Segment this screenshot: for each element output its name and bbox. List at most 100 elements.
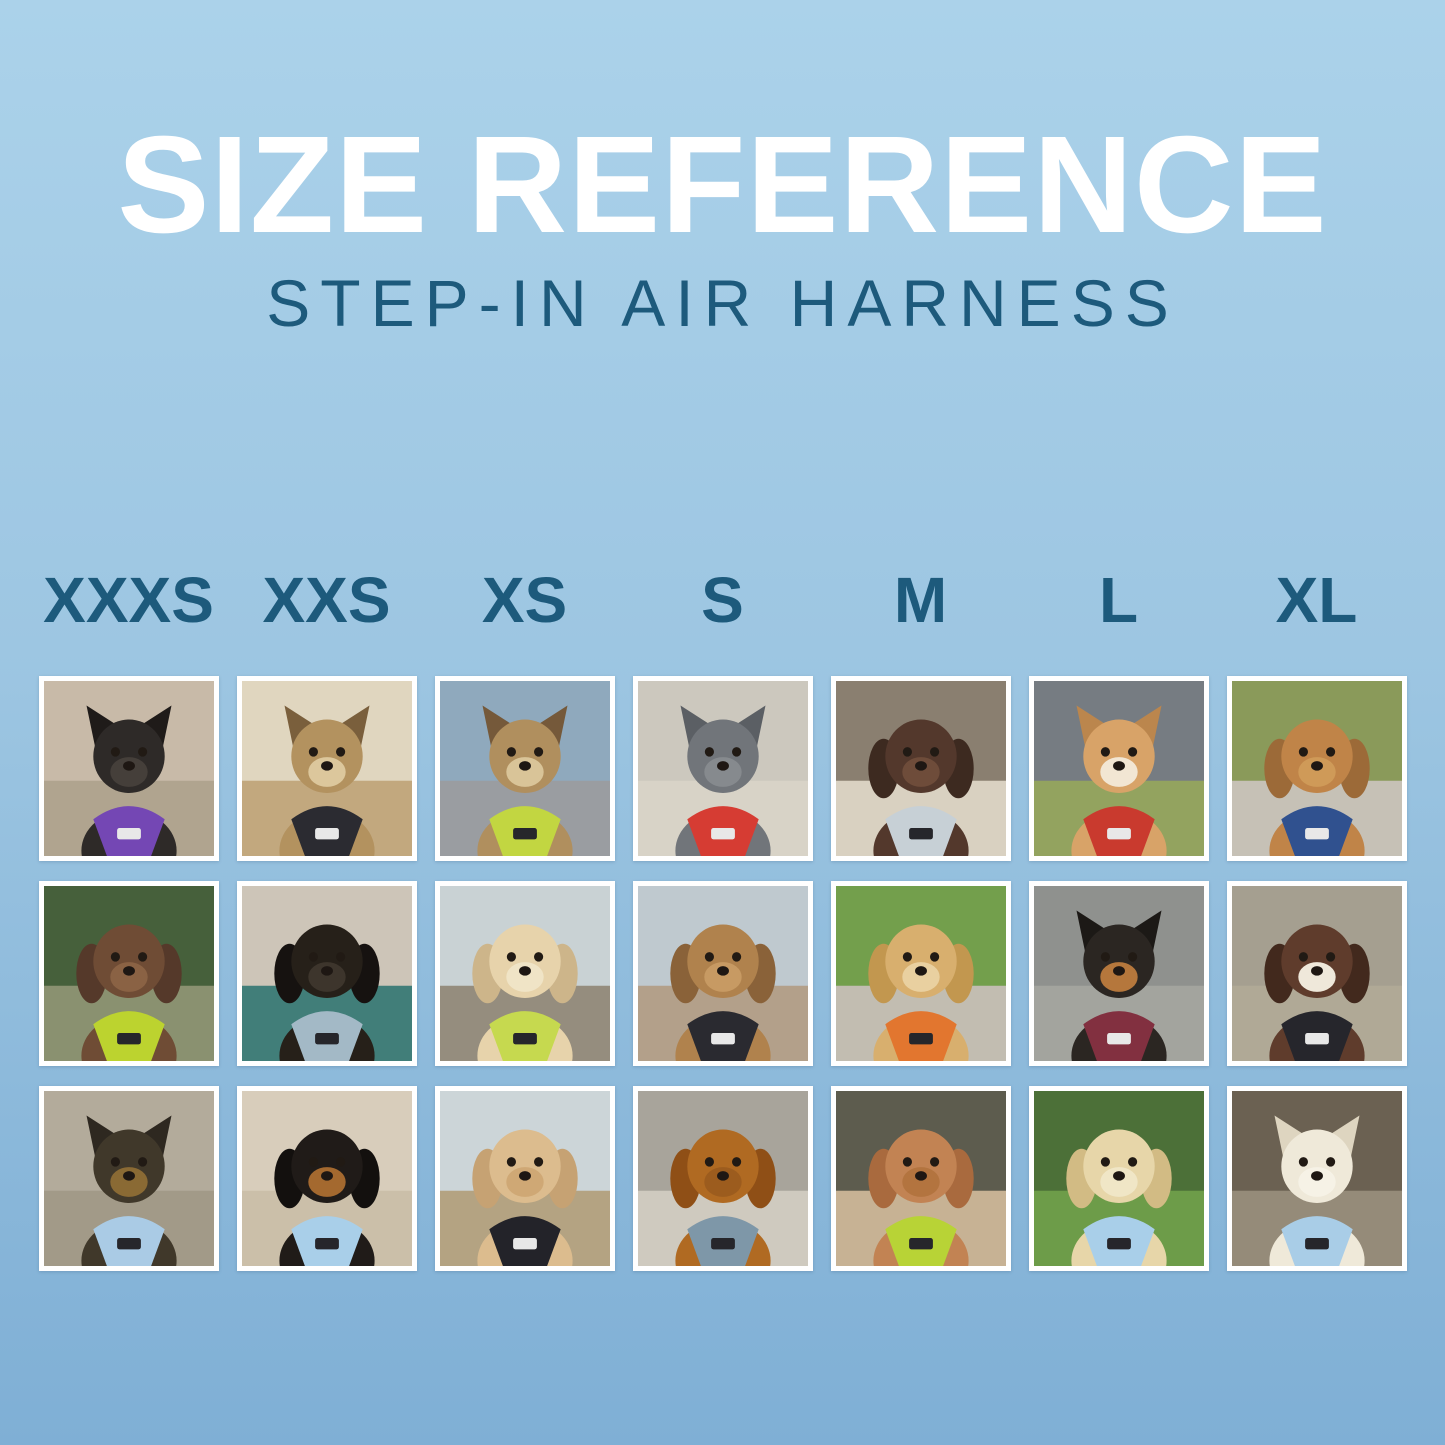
pet-eye [335,1157,345,1167]
pet-muzzle [109,1167,148,1197]
bengal-cat-photo [241,681,412,856]
pet-eye [110,952,120,962]
pet-muzzle [901,962,940,992]
pet-nose [320,966,333,976]
photo-s-row1-french-bulldog [632,676,813,861]
photo-xl-row2-australian-shepherd [1226,881,1407,1066]
pet-nose [122,761,135,771]
pet-muzzle [109,757,148,787]
pet-eye [929,1157,939,1167]
cream-dachshund-photo [439,886,610,1061]
black-kitten-photo [43,681,214,856]
pet-eye [704,747,714,757]
goldendoodle-photo [835,1091,1006,1266]
shepherd-mix-photo [1033,886,1204,1061]
photo-m-row2-golden-retriever-puppy [830,881,1011,1066]
harness-brand-tag [314,1033,339,1045]
size-reference-infographic: SIZE REFERENCE STEP-IN AIR HARNESS XXXS X… [38,266,1407,1271]
pet-muzzle [703,962,742,992]
pet-eye [110,747,120,757]
harness-brand-tag [1106,828,1131,840]
pet-nose [1310,966,1323,976]
pet-eye [533,1157,543,1167]
pet-eye [533,747,543,757]
pet-muzzle [505,962,544,992]
pet-nose [518,966,531,976]
golden-retriever-photo [1231,681,1402,856]
harness-brand-tag [710,1238,735,1250]
size-label-m: M [893,564,948,636]
photo-xxxs-row3-yorkie-puppy [38,1086,219,1271]
size-label-xl: XL [1275,564,1358,636]
pet-eye [929,747,939,757]
harness-brand-tag [512,1033,537,1045]
scruffy-dachshund-puppy-photo [43,886,214,1061]
pet-eye [1100,952,1110,962]
page-subtitle: STEP-IN AIR HARNESS [266,266,1179,340]
pet-muzzle [1099,1167,1138,1197]
pet-eye [308,1157,318,1167]
pet-nose [1112,1171,1125,1181]
harness-brand-tag [1106,1238,1131,1250]
pet-eye [704,1157,714,1167]
pet-eye [308,747,318,757]
pet-eye [731,747,741,757]
pet-muzzle [505,1167,544,1197]
pet-muzzle [1297,962,1336,992]
pet-nose [320,1171,333,1181]
golden-puppy-photo [1033,1091,1204,1266]
harness-brand-tag [710,1033,735,1045]
pet-eye [1325,1157,1335,1167]
dachshund-puppy-photo [241,1091,412,1266]
longhaired-dachshund-photo [637,886,808,1061]
chocolate-dachshund-photo [835,681,1006,856]
pet-nose [716,1171,729,1181]
photo-xs-row2-cream-dachshund [434,881,615,1066]
pet-eye [1100,1157,1110,1167]
pet-eye [335,952,345,962]
size-label-xs: XS [481,564,568,636]
shiba-inu-photo [1033,681,1204,856]
red-dachshund-photo [637,1091,808,1266]
pet-muzzle [901,1167,940,1197]
photo-xxs-row3-dachshund-puppy [236,1086,417,1271]
photo-xxs-row1-bengal-cat [236,676,417,861]
pet-nose [518,761,531,771]
harness-brand-tag [314,1238,339,1250]
pet-nose [1310,1171,1323,1181]
pet-nose [1112,761,1125,771]
pet-eye [929,952,939,962]
pet-muzzle [307,1167,346,1197]
photo-xs-row1-bengal-cat-in-car [434,676,615,861]
pet-eye [1325,952,1335,962]
pet-eye [506,1157,516,1167]
harness-brand-tag [1304,1238,1329,1250]
pet-eye [1325,747,1335,757]
pet-nose [518,1171,531,1181]
pet-eye [137,952,147,962]
harness-brand-tag [908,1033,933,1045]
pet-nose [914,761,927,771]
size-label-xxs: XXS [262,564,391,636]
pet-eye [533,952,543,962]
pet-eye [308,952,318,962]
pet-nose [1310,761,1323,771]
photo-s-row3-red-dachshund [632,1086,813,1271]
harness-brand-tag [908,1238,933,1250]
harness-brand-tag [1106,1033,1131,1045]
pet-eye [1127,747,1137,757]
pet-nose [914,1171,927,1181]
harness-brand-tag [1304,1033,1329,1045]
pet-eye [731,952,741,962]
pet-eye [110,1157,120,1167]
pet-eye [335,747,345,757]
pet-eye [506,747,516,757]
photo-xxs-row2-black-pug-puppy [236,881,417,1066]
photo-xxxs-row1-black-kitten [38,676,219,861]
pet-eye [1127,952,1137,962]
pet-eye [1127,1157,1137,1167]
photo-xs-row3-maltipoo-puppy [434,1086,615,1271]
pet-eye [137,1157,147,1167]
pet-nose [320,761,333,771]
photo-m-row1-chocolate-dachshund [830,676,1011,861]
